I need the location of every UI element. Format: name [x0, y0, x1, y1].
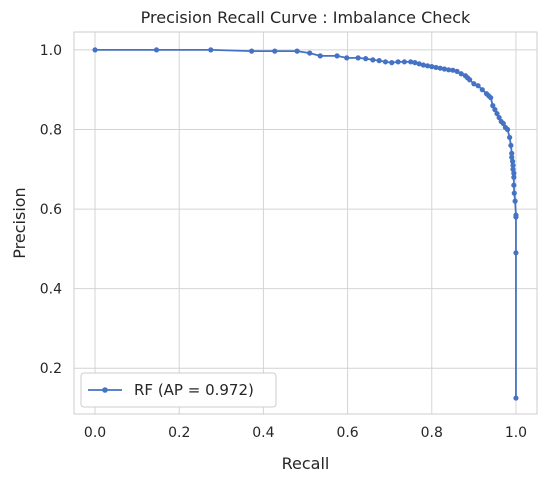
data-point	[454, 68, 460, 74]
data-point	[92, 47, 98, 53]
data-point	[509, 158, 516, 164]
legend-entry-label: RF (AP = 0.972)	[134, 381, 254, 399]
data-point	[294, 48, 300, 54]
data-point	[492, 106, 498, 113]
data-point	[389, 60, 395, 66]
x-axis-label: Recall	[282, 454, 330, 473]
x-tick-label: 0.0	[84, 425, 106, 441]
data-point	[467, 77, 473, 83]
data-point	[412, 60, 418, 66]
data-point	[317, 53, 323, 59]
data-point	[376, 58, 382, 64]
data-point	[513, 250, 519, 256]
data-point	[334, 53, 340, 59]
data-point	[408, 59, 414, 65]
x-tick-label: 1.0	[505, 425, 527, 441]
data-point	[370, 57, 376, 63]
data-point	[272, 48, 278, 54]
data-point	[437, 65, 443, 71]
data-point	[510, 166, 516, 172]
y-tick-label: 0.2	[40, 361, 62, 377]
data-point	[382, 59, 389, 65]
data-point	[355, 55, 361, 61]
data-point	[395, 59, 401, 65]
data-point	[208, 47, 214, 53]
x-tick-label: 0.6	[336, 425, 358, 441]
series-layer	[92, 47, 519, 401]
data-point	[513, 395, 519, 401]
y-tick-label: 1.0	[40, 43, 62, 59]
legend-box	[80, 372, 277, 408]
data-point	[490, 103, 496, 109]
x-tick-labels: 0.0 0.2 0.4 0.6 0.8 1.0	[84, 425, 527, 441]
y-tick-label: 0.8	[40, 122, 62, 138]
data-point	[429, 64, 435, 70]
legend: RF (AP = 0.972)	[80, 372, 277, 408]
data-point	[494, 110, 500, 117]
data-point	[507, 134, 513, 141]
data-point	[450, 67, 456, 73]
data-point	[401, 59, 408, 65]
data-point	[446, 67, 452, 73]
data-point	[344, 55, 350, 61]
x-tick-label: 0.4	[252, 425, 274, 441]
y-axis-label: Precision	[10, 187, 29, 258]
y-tick-label: 0.6	[40, 202, 62, 218]
data-point	[511, 182, 517, 188]
data-point	[511, 190, 517, 196]
plot-frame	[73, 31, 538, 415]
chart-title: Precision Recall Curve : Imbalance Check	[141, 8, 471, 27]
data-point	[441, 66, 447, 72]
data-point	[511, 170, 517, 176]
x-tick-label: 0.8	[421, 425, 443, 441]
data-point	[488, 95, 494, 101]
data-point	[509, 154, 515, 160]
data-point	[363, 56, 369, 62]
data-point	[424, 63, 431, 69]
data-point	[471, 81, 477, 87]
data-point	[475, 83, 481, 89]
data-point	[511, 174, 517, 180]
data-point	[420, 62, 426, 68]
data-point	[510, 162, 516, 168]
y-tick-labels: 0.2 0.4 0.6 0.8 1.0	[40, 43, 62, 377]
data-point	[433, 64, 439, 71]
data-point	[249, 48, 255, 54]
data-point	[416, 61, 422, 67]
legend-marker	[102, 387, 108, 393]
y-tick-label: 0.4	[40, 282, 62, 298]
data-point	[458, 71, 464, 77]
x-tick-label: 0.2	[168, 425, 190, 441]
data-point	[153, 47, 160, 53]
data-point	[512, 198, 518, 204]
data-point	[513, 214, 519, 220]
data-point	[496, 114, 502, 121]
data-point	[508, 142, 514, 149]
data-point	[479, 87, 485, 93]
data-point	[509, 150, 515, 156]
data-point	[500, 120, 506, 127]
data-point	[504, 126, 511, 133]
data-point	[307, 50, 313, 56]
